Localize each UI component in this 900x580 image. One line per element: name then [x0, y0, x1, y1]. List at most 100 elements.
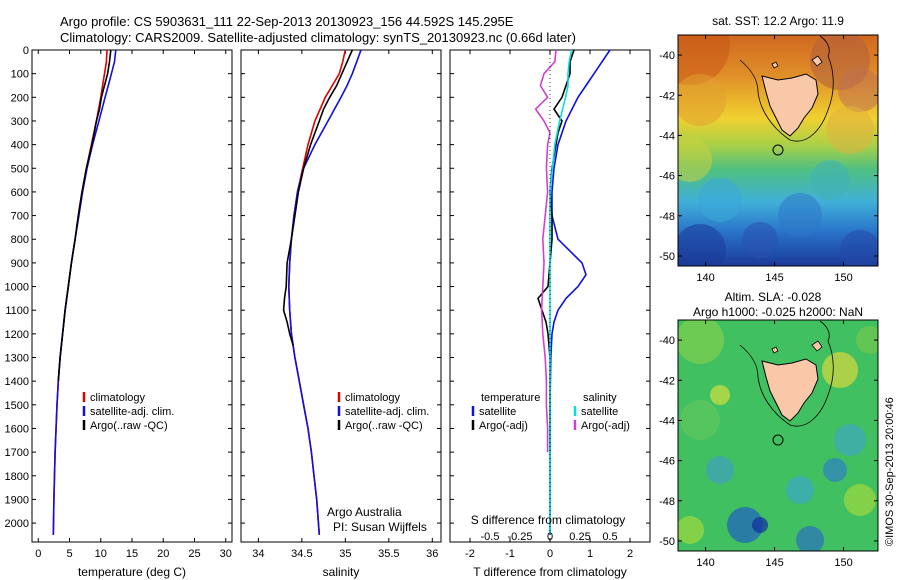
x-tick-label: 5	[66, 548, 72, 560]
s-diff-tick-label: 0.5	[602, 531, 617, 543]
series-line-satelliteadjclim	[287, 49, 362, 535]
map-x-tick-label: 150	[834, 557, 852, 569]
x-tick-label: 25	[188, 548, 200, 560]
map-x-tick-label: 145	[765, 557, 783, 569]
sla-eddy	[796, 526, 824, 551]
legend-label: satellite-adj. clim.	[345, 406, 429, 418]
sla-eddy	[856, 326, 878, 354]
y-tick-label: 900	[11, 258, 29, 270]
s-diff-tick-label: -0.25	[507, 531, 532, 543]
series-line-satelliteadjclim	[52, 49, 117, 535]
x-tick-label: 34.5	[291, 548, 312, 560]
sst-patch	[810, 160, 850, 200]
legend-label: climatology	[90, 392, 146, 404]
y-tick-label: 2000	[5, 518, 29, 530]
y-tick-label: 800	[11, 234, 29, 246]
sla-map-axes: 140 145 150 -40 -42 -44 -46 -48 -50	[659, 320, 878, 569]
sst-patch	[742, 222, 778, 258]
sst-map-title: sat. SST: 12.2 Argo: 11.9	[712, 14, 844, 28]
sst-map-frame	[677, 34, 879, 267]
series-line-satellite	[549, 49, 611, 535]
salinity-axis-label: salinity	[323, 565, 360, 579]
y-tick-label: 500	[11, 163, 29, 175]
argo-float-marker-sst	[772, 144, 784, 156]
king-island	[771, 61, 779, 69]
map-y-tick-label: -50	[659, 251, 675, 263]
sla-eddy	[706, 456, 734, 484]
y-tick-label: 400	[11, 140, 29, 152]
map-y-tick-label: -48	[659, 211, 675, 223]
sla-eddy	[727, 507, 763, 543]
sst-patch	[678, 74, 726, 126]
x-tick-label: 20	[157, 548, 169, 560]
legend-label: Argo(-adj)	[581, 420, 630, 432]
series-line-argorawqc	[282, 49, 354, 346]
figure-title-line1: Argo profile: CS 5903631_111 22-Sep-2013…	[60, 14, 514, 29]
continental-shelf-contour-sla	[739, 320, 834, 427]
map-x-tick-label: 140	[696, 272, 714, 284]
sst-patch	[678, 138, 712, 182]
s-difference-axis-label: S difference from climatology	[471, 513, 626, 527]
sla-eddy	[822, 352, 858, 388]
x-tick-label: 0	[35, 548, 41, 560]
sst-field-texture	[678, 35, 878, 266]
legend-label: satellite	[479, 406, 516, 418]
sst-patch	[840, 230, 878, 266]
y-tick-label: 1800	[5, 471, 29, 483]
series-line-argoadj	[537, 49, 575, 453]
y-tick-label: 1000	[5, 282, 29, 294]
y-tick-label: 1200	[5, 329, 29, 341]
map-x-tick-label: 150	[834, 272, 852, 284]
x-tick-label: 2	[627, 548, 633, 560]
s-diff-tick-label: 0.25	[569, 531, 590, 543]
map-y-tick-label: -46	[659, 456, 675, 468]
map-y-tick-label: -42	[659, 375, 675, 387]
sla-eddy	[844, 484, 876, 516]
legend-label: satellite-adj. clim.	[90, 406, 174, 418]
map-y-tick-label: -40	[659, 335, 675, 347]
y-tick-label: 1400	[5, 376, 29, 388]
difference-plot: -2 -1 0 1 2 -0.5 -0.25 0 0.25 0.5 temperature salin…	[450, 49, 650, 560]
y-tick-label: 1500	[5, 400, 29, 412]
x-tick-label: 36	[426, 548, 438, 560]
y-tick-label: 1100	[5, 305, 29, 317]
y-tick-label: 1700	[5, 447, 29, 459]
temperature-plot: 0100200300400500600700800900100011001200…	[5, 45, 232, 560]
sla-eddy	[786, 476, 814, 504]
y-tick-label: 100	[11, 69, 29, 81]
series-line-climatology	[287, 49, 347, 535]
y-tick-label: 600	[11, 187, 29, 199]
map-x-tick-label: 140	[696, 557, 714, 569]
sst-map-axes: 140 145 150 -40 -42 -44 -46 -48 -50	[659, 35, 878, 284]
legend-label: Argo(..raw -QC)	[345, 420, 423, 432]
credit-line2: PI: Susan Wijffels	[333, 520, 427, 534]
flinders-island	[811, 55, 823, 67]
salinity-plot: 34 34.5 35 35.5 36 climatology satellite-adj. …	[241, 49, 441, 560]
x-tick-label: 35	[339, 548, 351, 560]
x-tick-label: -1	[505, 548, 515, 560]
map-y-tick-label: -42	[659, 90, 675, 102]
x-tick-label: -2	[465, 548, 475, 560]
flinders-island-sla	[811, 340, 823, 352]
x-tick-label: 10	[95, 548, 107, 560]
s-diff-tick-label: -0.5	[481, 531, 500, 543]
y-tick-label: 200	[11, 92, 29, 104]
sla-eddy	[710, 385, 730, 405]
sla-map-frame	[677, 319, 879, 552]
legend-title-temperature: temperature	[481, 392, 540, 404]
legend-label: satellite	[581, 406, 618, 418]
sst-patch	[678, 35, 730, 85]
s-diff-tick-label: 0	[547, 531, 553, 543]
tasmania-landmass	[761, 73, 819, 137]
map-y-tick-label: -44	[659, 415, 675, 427]
temperature-plot-frame	[31, 49, 233, 543]
sla-map-title-line1: Altim. SLA: -0.028	[725, 290, 822, 304]
legend-label: climatology	[345, 392, 401, 404]
tasmania-landmass-sla	[761, 358, 819, 422]
x-tick-label: 30	[220, 548, 232, 560]
map-y-tick-label: -46	[659, 171, 675, 183]
credit-line1: Argo Australia	[327, 505, 402, 519]
sst-patch	[838, 68, 878, 112]
sla-eddy	[823, 458, 847, 482]
